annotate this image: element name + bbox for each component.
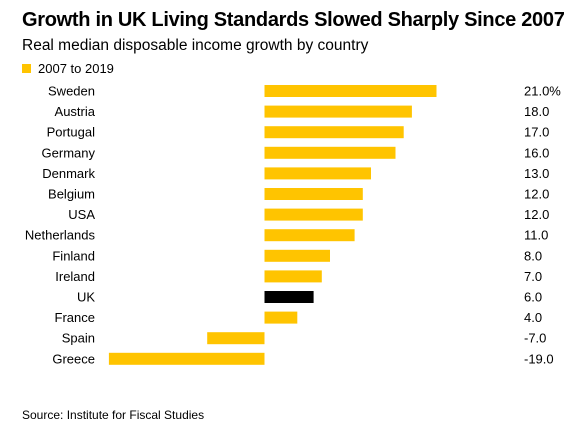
bar-germany: [264, 146, 396, 159]
category-label-uk: UK: [77, 290, 95, 305]
bar-netherlands: [264, 229, 355, 242]
bar-finland: [264, 249, 330, 262]
value-label-greece: -19.0: [524, 351, 554, 366]
legend-swatch: [22, 63, 31, 73]
value-label-sweden: 21.0%: [524, 84, 561, 99]
category-label-usa: USA: [68, 207, 95, 222]
bar-spain: [207, 332, 265, 345]
source-note: Source: Institute for Fiscal Studies: [22, 408, 205, 422]
value-label-usa: 12.0: [524, 207, 549, 222]
value-label-france: 4.0: [524, 310, 542, 325]
chart-title: Growth in UK Living Standards Slowed Sha…: [22, 9, 565, 31]
category-label-austria: Austria: [55, 104, 96, 119]
bar-chart: Sweden 21.0% Austria 18.0 Portugal 17.0 German…: [25, 84, 561, 367]
category-label-germany: Germany: [42, 145, 96, 160]
category-label-sweden: Sweden: [48, 84, 95, 99]
chart-subtitle: Real median disposable income growth by …: [22, 37, 369, 54]
value-label-ireland: 7.0: [524, 269, 542, 284]
category-label-netherlands: Netherlands: [25, 228, 96, 243]
category-label-finland: Finland: [52, 248, 95, 263]
bar-sweden: [264, 85, 437, 97]
value-label-germany: 16.0: [524, 145, 549, 160]
value-label-finland: 8.0: [524, 248, 542, 263]
category-label-belgium: Belgium: [48, 187, 95, 202]
value-label-spain: -7.0: [524, 331, 546, 346]
legend-label: 2007 to 2019: [38, 60, 114, 76]
category-label-france: France: [55, 310, 95, 325]
bar-usa: [264, 208, 363, 221]
bar-uk: [264, 291, 314, 303]
bar-austria: [264, 105, 412, 118]
bar-ireland: [264, 270, 322, 283]
bar-portugal: [264, 126, 404, 139]
value-label-austria: 18.0: [524, 104, 549, 119]
category-label-spain: Spain: [62, 331, 95, 346]
bar-denmark: [264, 167, 371, 180]
value-label-belgium: 12.0: [524, 187, 549, 202]
legend: 2007 to 2019: [22, 60, 114, 76]
category-label-ireland: Ireland: [55, 269, 95, 284]
value-label-portugal: 17.0: [524, 125, 549, 140]
value-label-netherlands: 11.0: [524, 228, 548, 243]
category-label-greece: Greece: [52, 351, 95, 366]
value-label-uk: 6.0: [524, 290, 542, 305]
bar-greece: [108, 352, 265, 365]
bar-belgium: [264, 188, 363, 200]
category-label-denmark: Denmark: [42, 166, 95, 181]
value-label-denmark: 13.0: [524, 166, 549, 181]
category-label-portugal: Portugal: [47, 125, 96, 140]
bar-france: [264, 311, 298, 324]
